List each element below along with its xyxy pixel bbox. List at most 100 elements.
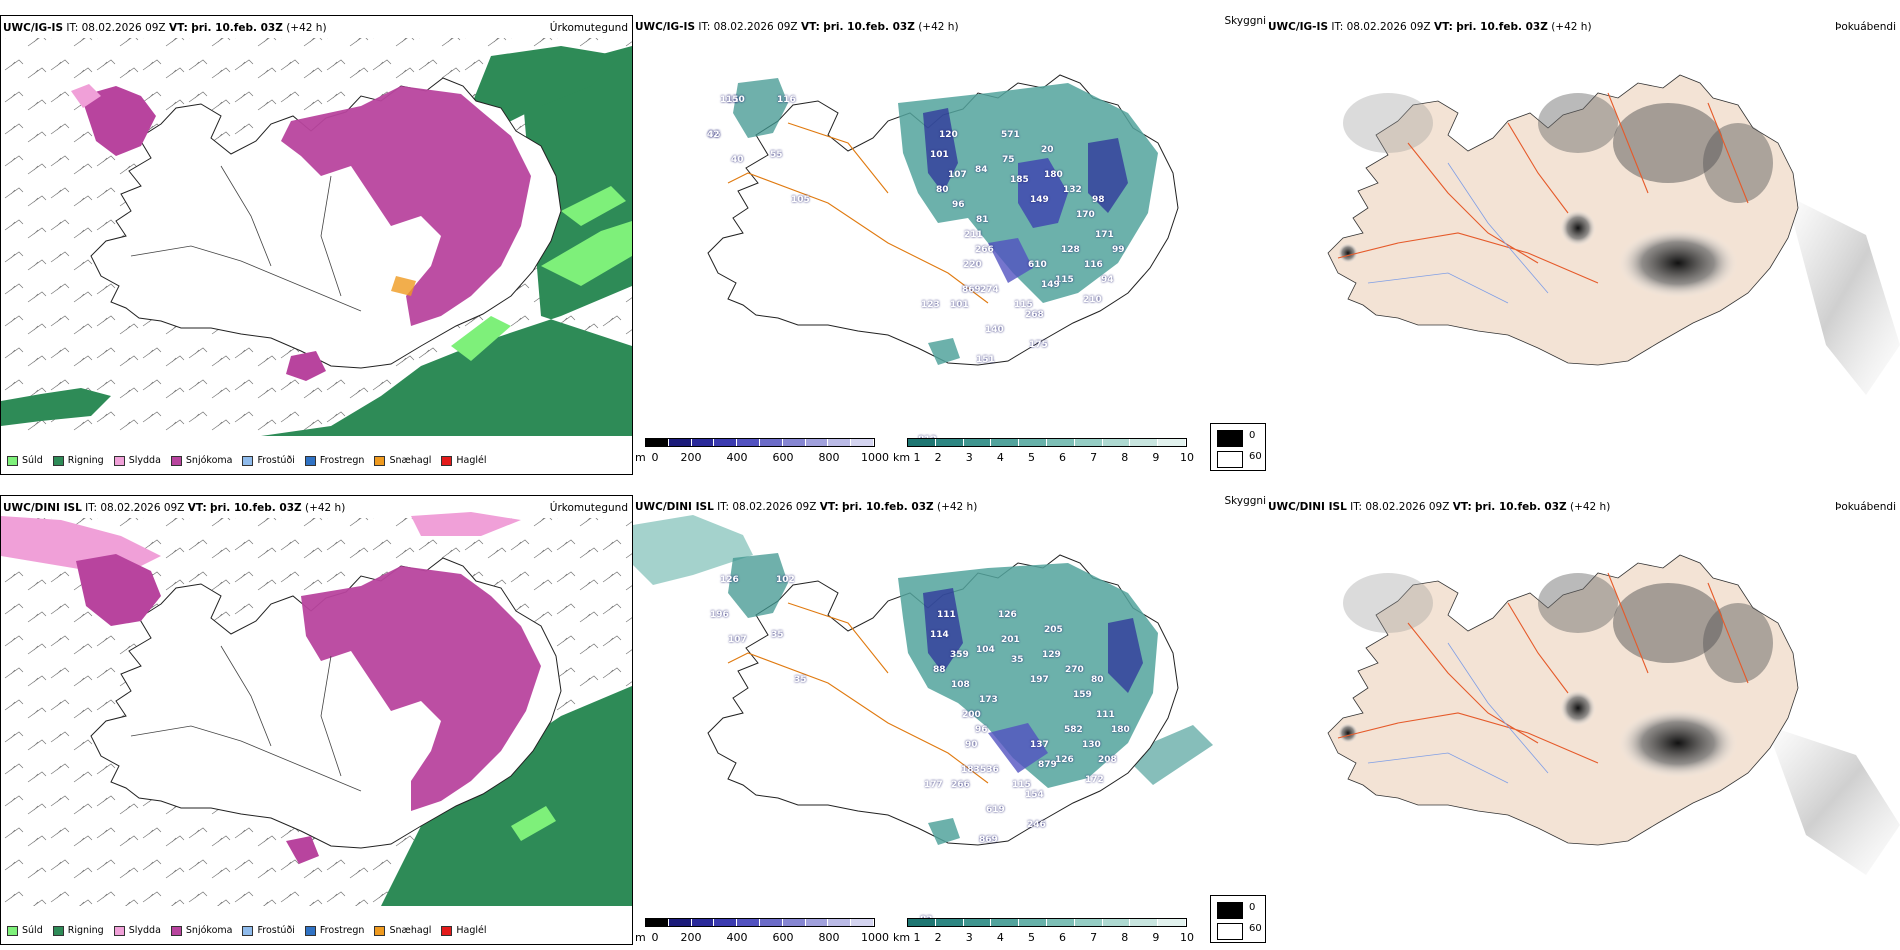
precip-legend: Súld Rigning Slydda Snjókoma Frostúði Frostre… bbox=[7, 925, 487, 936]
colorbar-segment bbox=[991, 919, 1020, 926]
legend-item-súld: Súld bbox=[7, 925, 43, 936]
colorbar-segment bbox=[963, 439, 992, 446]
legend-swatch bbox=[242, 455, 254, 466]
colorbar-segment bbox=[1158, 919, 1186, 926]
precip-type-panel-row2: UWC/DINI ISL IT: 08.02.2026 09Z VT: þri.… bbox=[0, 495, 633, 945]
colorbar-tick: 9 bbox=[1152, 451, 1160, 464]
visibility-value-label: 205 bbox=[1044, 625, 1063, 635]
visibility-value-label: 180 bbox=[1044, 170, 1063, 180]
legend-label: Haglél bbox=[456, 455, 487, 466]
colorbar-tick: 9 bbox=[1152, 931, 1160, 944]
visibility-value-label: 96 bbox=[952, 200, 965, 210]
colorbar-tick: 7 bbox=[1090, 451, 1098, 464]
colorbar-segment bbox=[759, 919, 783, 926]
visibility-value-label: 126 bbox=[720, 575, 739, 585]
colorbar-segment bbox=[646, 439, 669, 446]
visibility-map bbox=[633, 515, 1213, 846]
colorbar-segment bbox=[991, 439, 1020, 446]
precip-map bbox=[1, 512, 632, 906]
precip-map bbox=[1, 38, 632, 436]
legend-label: Snæhagl bbox=[389, 925, 432, 936]
visibility-value-label: 80 bbox=[1091, 675, 1104, 685]
panel-header: UWC/IG-IS IT: 08.02.2026 09Z VT: þri. 10… bbox=[635, 21, 959, 33]
colorbar-tick: 7 bbox=[1090, 931, 1098, 944]
legend-item-frostúði: Frostúði bbox=[242, 925, 295, 936]
legend-label: Frostúði bbox=[257, 455, 295, 466]
colorbar-tick: 600 bbox=[772, 451, 794, 464]
visibility-value-label: 173 bbox=[979, 695, 998, 705]
legend-item-slydda: Slydda bbox=[113, 455, 161, 466]
legend-label: Slydda bbox=[128, 925, 161, 936]
legend-label: Snæhagl bbox=[389, 455, 432, 466]
ceiling-colorbar: m 0 200 400 600 800 1000 bbox=[635, 918, 889, 945]
fog-index-map bbox=[1327, 554, 1900, 875]
legend-swatch bbox=[441, 455, 453, 466]
visibility-value-label: 130 bbox=[1082, 740, 1101, 750]
colorbar-segment bbox=[737, 439, 760, 446]
visibility-value-label: 20 bbox=[1041, 145, 1054, 155]
colorbar-segment bbox=[691, 919, 715, 926]
visibility-value-label: 96 bbox=[975, 725, 988, 735]
legend-swatch bbox=[304, 455, 316, 466]
colorbar-tick: 4 bbox=[996, 451, 1004, 464]
colorbar-segment bbox=[1046, 919, 1075, 926]
visibility-value-label: 201 bbox=[1001, 635, 1020, 645]
legend-swatch bbox=[374, 455, 386, 466]
colorbar-tick: 1000 bbox=[861, 931, 889, 944]
visibility-value-label: 171 bbox=[1095, 230, 1114, 240]
visibility-value-label: 211 bbox=[964, 230, 983, 240]
visibility-panel-row1: UWC/IG-IS IT: 08.02.2026 09Z VT: þri. 10… bbox=[633, 15, 1266, 475]
visibility-value-label: 75 bbox=[1002, 155, 1015, 165]
visibility-value-label: 150 bbox=[726, 95, 745, 105]
colorbar-segment bbox=[714, 439, 738, 446]
colorbar-segment bbox=[1130, 439, 1159, 446]
visibility-value-label: 111 bbox=[720, 95, 739, 105]
visibility-value-label: 115 bbox=[1014, 300, 1033, 310]
legend-item-snæhagl: Snæhagl bbox=[374, 455, 431, 466]
visibility-value-label: 151 bbox=[976, 355, 995, 365]
colorbar-segment bbox=[805, 439, 829, 446]
product-name: Þokuábendi bbox=[1835, 501, 1896, 513]
product-name: Skyggni bbox=[1224, 495, 1267, 507]
visibility-value-label: 170 bbox=[1076, 210, 1095, 220]
colorbar-tick: 800 bbox=[818, 931, 840, 944]
visibility-value-label: 159 bbox=[1073, 690, 1092, 700]
visibility-value-label: 185 bbox=[1010, 175, 1029, 185]
panel-header: UWC/DINI ISL IT: 08.02.2026 09Z VT: þri.… bbox=[1268, 501, 1611, 513]
product-name: Úrkomutegund bbox=[549, 22, 628, 34]
colorbar-tick: 5 bbox=[1027, 451, 1035, 464]
visibility-value-label: 111 bbox=[1096, 710, 1115, 720]
visibility-value-label: 869 bbox=[962, 285, 981, 295]
colorbar-segment bbox=[1130, 919, 1159, 926]
visibility-value-label: 102 bbox=[776, 575, 795, 585]
colorbar-tick: 8 bbox=[1121, 931, 1129, 944]
legend-label: Frostregn bbox=[319, 455, 365, 466]
colorbar-tick: 10 bbox=[1180, 931, 1194, 944]
visibility-value-label: 108 bbox=[951, 680, 970, 690]
panel-header: UWC/IG-IS IT: 08.02.2026 09Z VT: þri. 10… bbox=[1268, 21, 1592, 33]
colorbar-tick: 3 bbox=[965, 931, 973, 944]
colorbar-segment bbox=[1074, 439, 1103, 446]
colorbar-tick: 6 bbox=[1059, 931, 1067, 944]
colorbar-segment bbox=[1074, 919, 1103, 926]
colorbar-segment bbox=[1046, 439, 1075, 446]
visibility-value-label: 197 bbox=[1030, 675, 1049, 685]
visibility-map bbox=[707, 74, 1179, 366]
visibility-value-label: 105 bbox=[791, 195, 810, 205]
colorbar-tick: 400 bbox=[726, 451, 748, 464]
colorbar-tick: 0 bbox=[651, 451, 659, 464]
fog-index-map bbox=[1327, 74, 1900, 395]
colorbar-segment bbox=[1158, 439, 1186, 446]
visibility-value-label: 175 bbox=[1029, 340, 1048, 350]
legend-item-frostregn: Frostregn bbox=[304, 455, 365, 466]
colorbar-segment bbox=[759, 439, 783, 446]
legend-item-haglél: Haglél bbox=[441, 455, 487, 466]
colorbar-tick: 4 bbox=[996, 931, 1004, 944]
legend-label: Frostregn bbox=[319, 925, 365, 936]
fog-index-panel-row2: UWC/DINI ISL IT: 08.02.2026 09Z VT: þri.… bbox=[1266, 495, 1900, 945]
colorbar-tick: 200 bbox=[680, 451, 702, 464]
visibility-value-label: 116 bbox=[1084, 260, 1103, 270]
visibility-value-label: 81 bbox=[976, 215, 989, 225]
legend-swatch bbox=[170, 925, 182, 936]
visibility-value-label: 126 bbox=[1055, 755, 1074, 765]
